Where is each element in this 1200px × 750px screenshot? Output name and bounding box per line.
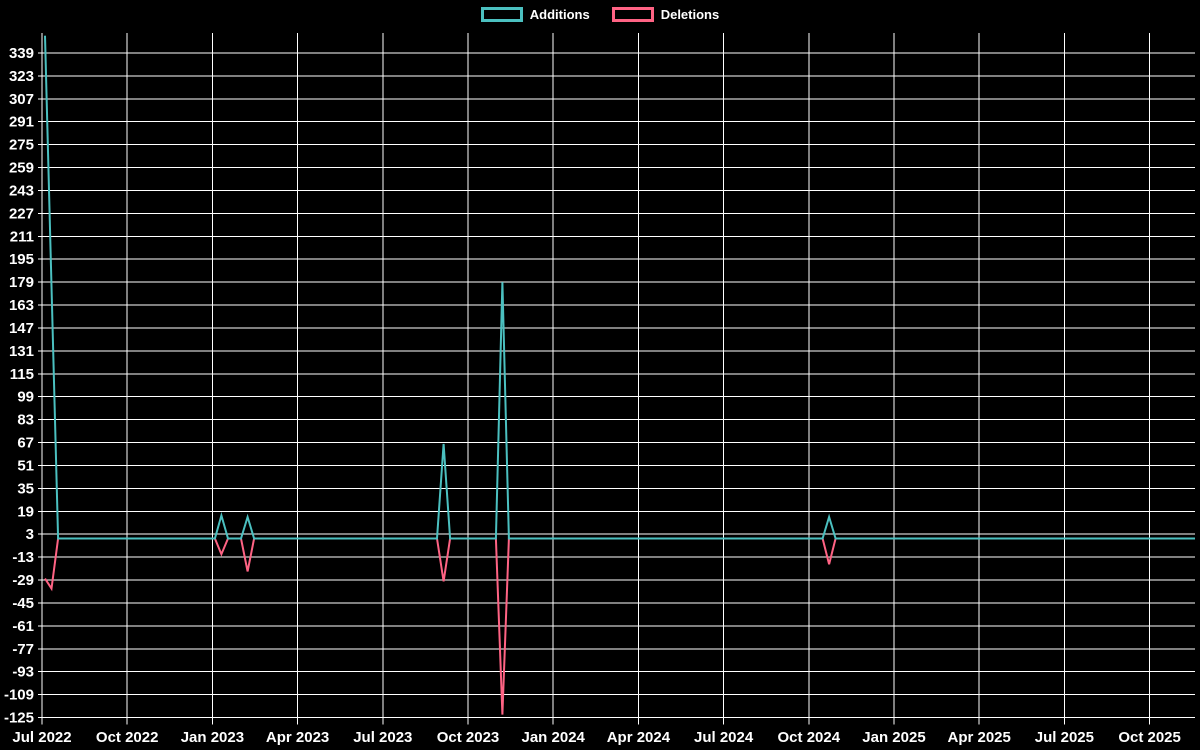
y-tick-label: 163 [9,297,34,314]
x-tick-label: Jan 2025 [862,729,925,746]
x-tick-label: Oct 2025 [1118,729,1181,746]
deletions-line [44,537,1195,715]
y-tick-label: -29 [12,572,34,589]
y-tick-label: 83 [17,412,34,429]
y-tick-label: 307 [9,91,34,108]
y-axis-grid: 339 323 307 291 275 259 243 227 211 195 179 163 147 1… [4,45,1195,727]
legend-item-additions[interactable]: Additions [480,7,590,22]
y-tick-label: -77 [12,641,34,658]
y-tick-label: 67 [17,435,34,452]
y-tick-label: 323 [9,68,34,85]
x-tick-label: Jul 2025 [1035,729,1094,746]
y-tick-label: 19 [17,503,34,520]
x-tick-label: Apr 2024 [607,729,671,746]
y-tick-label: 227 [9,205,34,222]
y-tick-label: -93 [12,664,34,681]
legend-item-deletions[interactable]: Deletions [611,7,720,22]
y-tick-label: 259 [9,160,34,177]
y-tick-label: 35 [17,480,34,497]
y-tick-label: 147 [9,320,34,337]
y-tick-label: 291 [9,114,34,131]
x-tick-label: Jan 2023 [181,729,244,746]
x-tick-label: Apr 2023 [266,729,329,746]
x-axis-grid: Jul 2022 Oct 2022 Jan 2023 Apr 2023 Jul 2023… [12,33,1181,746]
x-tick-label: Jul 2022 [12,729,71,746]
x-tick-label: Oct 2023 [437,729,500,746]
x-tick-label: Jan 2024 [522,729,586,746]
y-tick-label: 243 [9,182,34,199]
x-tick-label: Jul 2023 [353,729,412,746]
x-tick-label: Oct 2022 [96,729,159,746]
chart-legend: Additions Deletions [0,7,1200,22]
x-tick-label: Oct 2024 [778,729,841,746]
y-tick-label: -61 [12,618,34,635]
legend-label-deletions: Deletions [660,7,720,22]
additions-line [44,35,1195,540]
additions-swatch-icon [480,7,523,22]
y-tick-label: 179 [9,274,34,291]
y-tick-label: 131 [9,343,34,360]
y-tick-label: 3 [26,526,34,543]
x-tick-label: Apr 2025 [948,729,1011,746]
y-tick-label: 51 [17,457,34,474]
y-tick-label: 99 [17,389,34,406]
deletions-swatch-icon [611,7,654,22]
y-tick-label: 339 [9,45,34,62]
y-tick-label: 211 [10,228,34,245]
legend-label-additions: Additions [529,7,590,22]
y-tick-label: 275 [9,137,34,154]
y-tick-label: -45 [12,595,34,612]
y-tick-label: 115 [10,366,34,383]
y-tick-label: -13 [12,549,34,566]
x-tick-label: Jul 2024 [694,729,754,746]
y-tick-label: 195 [9,251,34,268]
y-tick-label: -109 [4,687,34,704]
y-tick-label: -125 [4,710,34,727]
